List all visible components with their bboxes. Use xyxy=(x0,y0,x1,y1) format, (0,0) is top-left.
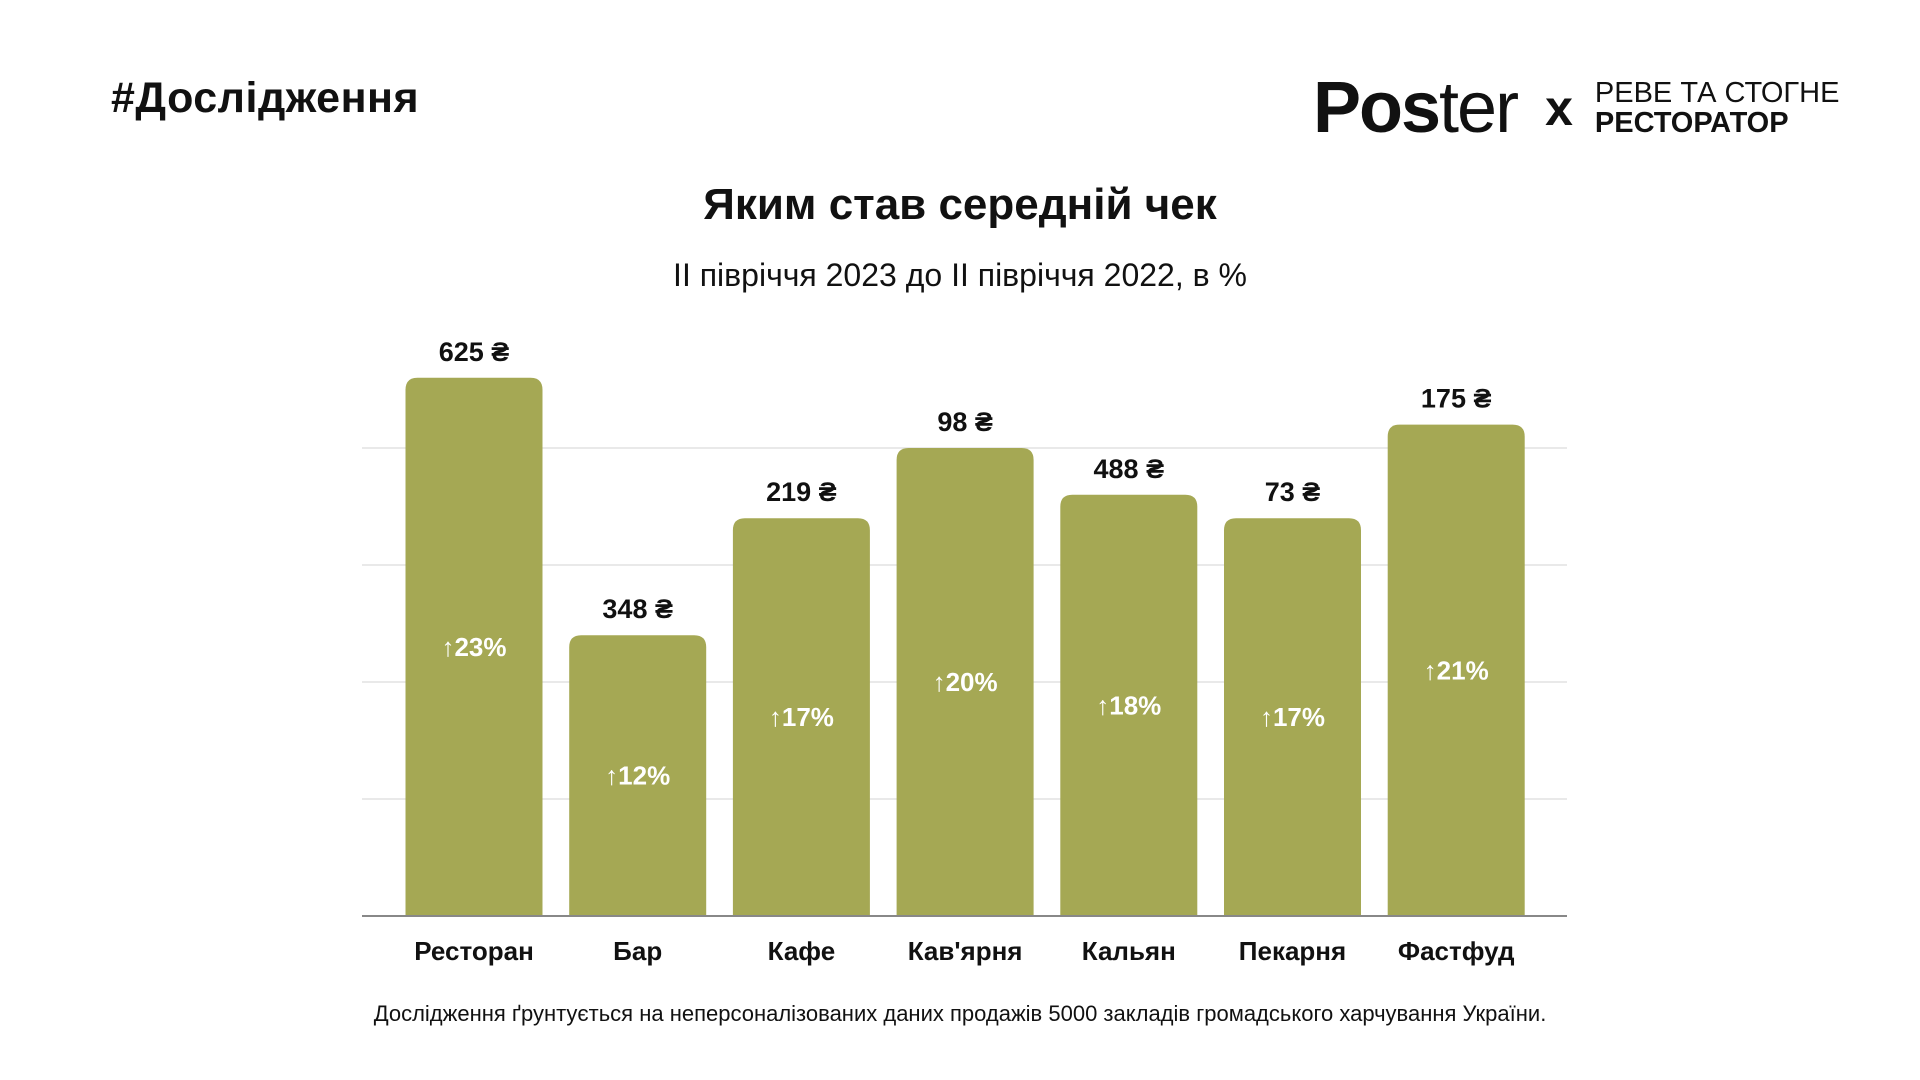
check-value-label: 175 ₴ xyxy=(1421,384,1492,414)
percent-change-label: ↑17% xyxy=(769,702,834,732)
percent-change-label: ↑20% xyxy=(933,667,998,697)
check-value-label: 219 ₴ xyxy=(766,477,837,507)
bar xyxy=(1387,424,1525,916)
partner-logo: РЕВЕ ТА СТОГНЕ РЕСТОРАТОР xyxy=(1594,77,1840,139)
chart-subtitle: ІІ півріччя 2023 до ІІ півріччя 2022, в … xyxy=(673,257,1247,293)
logo: Poster x РЕВЕ ТА СТОГНЕ РЕСТОРАТОР xyxy=(1313,72,1839,144)
bar xyxy=(732,518,870,916)
check-value-label: 488 ₴ xyxy=(1094,454,1165,484)
percent-change-label: ↑18% xyxy=(1096,690,1161,720)
category-label: Кальян xyxy=(1082,936,1176,966)
bar xyxy=(896,448,1034,916)
bar xyxy=(405,377,543,916)
logo-separator: x xyxy=(1545,80,1573,136)
percent-change-label: ↑12% xyxy=(605,761,670,791)
percent-change-label: ↑23% xyxy=(441,632,506,662)
category-label: Кафе xyxy=(768,936,836,966)
check-value-label: 73 ₴ xyxy=(1265,477,1321,507)
bar xyxy=(1060,494,1198,916)
chart-title: Яким став середній чек xyxy=(703,180,1217,229)
check-value-label: 98 ₴ xyxy=(937,407,993,437)
percent-change-label: ↑21% xyxy=(1424,655,1489,685)
category-label: Бар xyxy=(613,936,662,966)
category-label: Ресторан xyxy=(414,936,534,966)
check-value-label: 348 ₴ xyxy=(602,594,673,624)
category-label: Пекарня xyxy=(1239,936,1346,966)
footnote: Дослідження ґрунтується на неперсоналізо… xyxy=(373,1001,1547,1026)
category-label: Фастфуд xyxy=(1398,936,1515,966)
category-label: Кав'ярня xyxy=(908,936,1023,966)
bar xyxy=(569,635,707,916)
poster-logo: Poster xyxy=(1313,68,1519,148)
percent-change-label: ↑17% xyxy=(1260,702,1325,732)
bar xyxy=(1224,518,1361,916)
check-value-label: 625 ₴ xyxy=(439,337,510,367)
hashtag-heading: #Дослідження xyxy=(111,74,420,122)
